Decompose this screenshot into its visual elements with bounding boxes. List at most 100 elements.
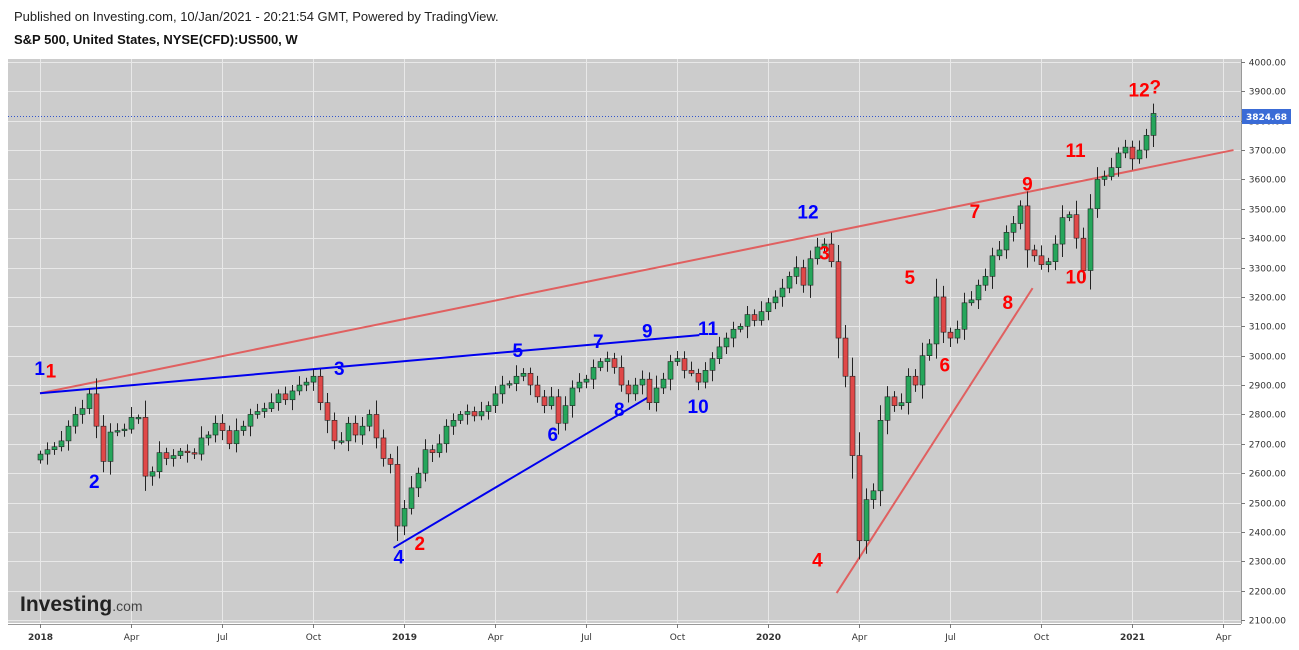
wave-label-red: 2	[415, 534, 426, 555]
wave-label-blue: 3	[334, 359, 345, 380]
candle	[793, 256, 800, 285]
candle-body-up	[37, 453, 44, 461]
candle-body-up	[996, 249, 1003, 257]
candle-body-up	[1094, 179, 1101, 210]
candle	[296, 376, 303, 396]
candle	[569, 380, 576, 418]
candle	[282, 386, 289, 405]
y-tick-label: 2600.00	[1249, 470, 1286, 480]
candle-body-up	[786, 276, 793, 289]
wave-label-blue: 4	[394, 547, 405, 568]
candle	[982, 268, 989, 291]
candle-body-up	[926, 343, 933, 356]
candle-body-up	[499, 384, 506, 395]
x-tick-label: Apr	[1216, 633, 1232, 643]
candle-body-up	[737, 326, 744, 330]
candle	[1003, 225, 1010, 259]
candle-body-down	[380, 437, 387, 459]
candle-body-up	[1003, 232, 1010, 251]
candle-body-up	[149, 471, 156, 477]
candle-body-down	[646, 378, 653, 403]
candle-body-up	[1108, 167, 1115, 177]
candle-body-up	[1017, 205, 1024, 224]
candle-body-down	[226, 430, 233, 445]
candle	[513, 365, 520, 392]
candle	[1073, 200, 1080, 249]
candle-body-down	[856, 455, 863, 542]
candle	[786, 271, 793, 294]
candle-body-up	[730, 328, 737, 339]
candle-body-up	[198, 437, 205, 455]
candle	[898, 393, 905, 410]
candle-body-up	[898, 402, 905, 406]
candle-body-down	[324, 402, 331, 421]
candle-body-down	[849, 375, 856, 456]
candle-body-up	[702, 370, 709, 383]
candle	[744, 305, 751, 339]
candle	[338, 432, 345, 445]
candle-body-down	[541, 396, 548, 406]
candle	[1059, 205, 1066, 258]
x-tick-label: 2018	[28, 633, 53, 643]
y-tick-label: 2300.00	[1249, 558, 1286, 568]
candle-body-up	[576, 381, 583, 389]
candle	[275, 389, 282, 411]
candle	[730, 321, 737, 348]
y-tick-label: 3100.00	[1249, 323, 1286, 333]
candle	[541, 389, 548, 414]
x-axis: 2018 Apr Jul Oct 2019 Apr Jul Oct 2020 Apr Jul Oct 2…	[28, 624, 1232, 643]
candle	[597, 358, 604, 372]
candle	[814, 237, 821, 265]
candle-body-up	[296, 384, 303, 392]
x-axis-bg	[0, 624, 1299, 650]
candle-body-down	[331, 420, 338, 442]
candle-body-up	[58, 440, 65, 448]
candle-body-down	[219, 422, 226, 431]
wave-label-blue: 2	[89, 472, 100, 493]
candle-body-up	[1122, 146, 1129, 154]
candle-body-down	[751, 314, 758, 321]
candle	[807, 250, 814, 298]
candle-body-up	[779, 287, 786, 298]
candle	[79, 399, 86, 424]
candle	[219, 414, 226, 441]
trendlines	[39, 149, 1234, 594]
wave-label-red: 8	[1003, 293, 1014, 314]
candle	[408, 475, 415, 515]
candle-body-up	[233, 430, 240, 445]
candle	[975, 279, 982, 309]
candle-body-up	[457, 414, 464, 421]
candle-body-down	[471, 411, 478, 417]
candle-body-up	[443, 425, 450, 445]
candle-body-up	[359, 425, 366, 436]
candle-body-up	[1052, 243, 1059, 262]
candle	[394, 446, 401, 541]
candle	[1129, 140, 1136, 170]
candle	[562, 396, 569, 431]
candle	[324, 393, 331, 434]
candle-body-up	[485, 405, 492, 412]
candle-body-up	[716, 346, 723, 359]
y-tick-label: 2800.00	[1249, 411, 1286, 421]
candle	[534, 375, 541, 403]
y-tick-label: 3900.00	[1249, 88, 1286, 98]
candle	[65, 420, 72, 451]
candle-body-up	[933, 296, 940, 345]
candle-body-up	[793, 267, 800, 277]
candle-body-down	[681, 358, 688, 371]
candle	[1101, 170, 1108, 186]
wave-label-blue: 6	[548, 425, 559, 446]
watermark-brand: Investing	[20, 593, 112, 616]
candle	[765, 297, 772, 321]
y-tick-label: 2100.00	[1249, 617, 1286, 627]
candle	[688, 361, 695, 377]
candle-body-up	[1045, 261, 1052, 265]
candle-body-down	[1129, 146, 1136, 160]
candle-body-up	[765, 302, 772, 312]
candle-body-down	[317, 375, 324, 403]
y-tick-label: 3300.00	[1249, 265, 1286, 275]
candle	[835, 245, 842, 359]
candle	[632, 377, 639, 401]
